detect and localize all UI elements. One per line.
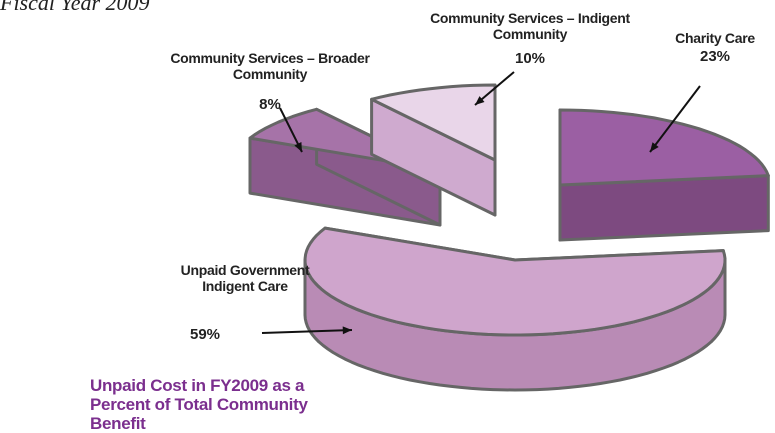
slice-label: Charity Care bbox=[675, 30, 755, 46]
pie-slice bbox=[303, 226, 727, 337]
pie-slice bbox=[558, 108, 770, 187]
slice-value-label: 10% bbox=[514, 50, 546, 67]
leader-arrowhead bbox=[650, 142, 659, 152]
pie-slice bbox=[370, 83, 497, 162]
slice-value-label: 23% bbox=[699, 48, 731, 65]
slice-cut-side bbox=[558, 174, 770, 242]
leader-arrowhead bbox=[475, 96, 485, 105]
chart-title: Fiscal Year 2009 bbox=[0, 0, 150, 15]
leader-arrowhead bbox=[342, 326, 352, 335]
chart-caption: Unpaid Cost in FY2009 as a Percent of To… bbox=[90, 376, 308, 433]
leader-arrowhead bbox=[294, 142, 302, 152]
leader-line bbox=[261, 329, 353, 334]
slice-label: Community Services – Indigent Community bbox=[430, 10, 630, 42]
slice-label: Community Services – Broader Community bbox=[170, 50, 370, 82]
slice-value-label: 8% bbox=[259, 96, 281, 113]
chart bbox=[248, 71, 770, 392]
leader-line bbox=[649, 85, 701, 153]
slice-label: Unpaid Government Indigent Care bbox=[180, 262, 310, 294]
slice-value-label: 59% bbox=[189, 326, 221, 343]
